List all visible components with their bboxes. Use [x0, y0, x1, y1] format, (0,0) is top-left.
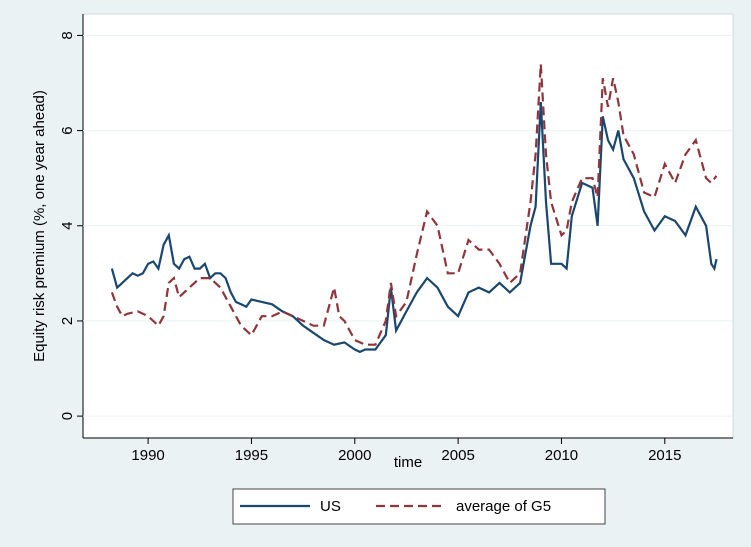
x-tick-label: 2015: [648, 447, 681, 464]
x-tick-label: 1990: [131, 447, 164, 464]
y-axis-title: Equity risk premium (%, one year ahead): [31, 90, 48, 362]
y-tick-label: 4: [59, 222, 76, 230]
y-tick-label: 2: [59, 317, 76, 325]
x-tick-label: 1995: [235, 447, 268, 464]
legend-label: average of G5: [456, 498, 551, 515]
y-tick-label: 8: [59, 31, 76, 39]
x-tick-label: 2005: [441, 447, 474, 464]
series-line: [110, 101, 718, 354]
x-tick-label: 2000: [338, 447, 371, 464]
legend-label: US: [320, 498, 341, 515]
y-tick-label: 0: [59, 412, 76, 420]
y-tick-label: 6: [59, 126, 76, 134]
x-axis-title: time: [394, 454, 422, 471]
x-tick-label: 2010: [545, 447, 578, 464]
